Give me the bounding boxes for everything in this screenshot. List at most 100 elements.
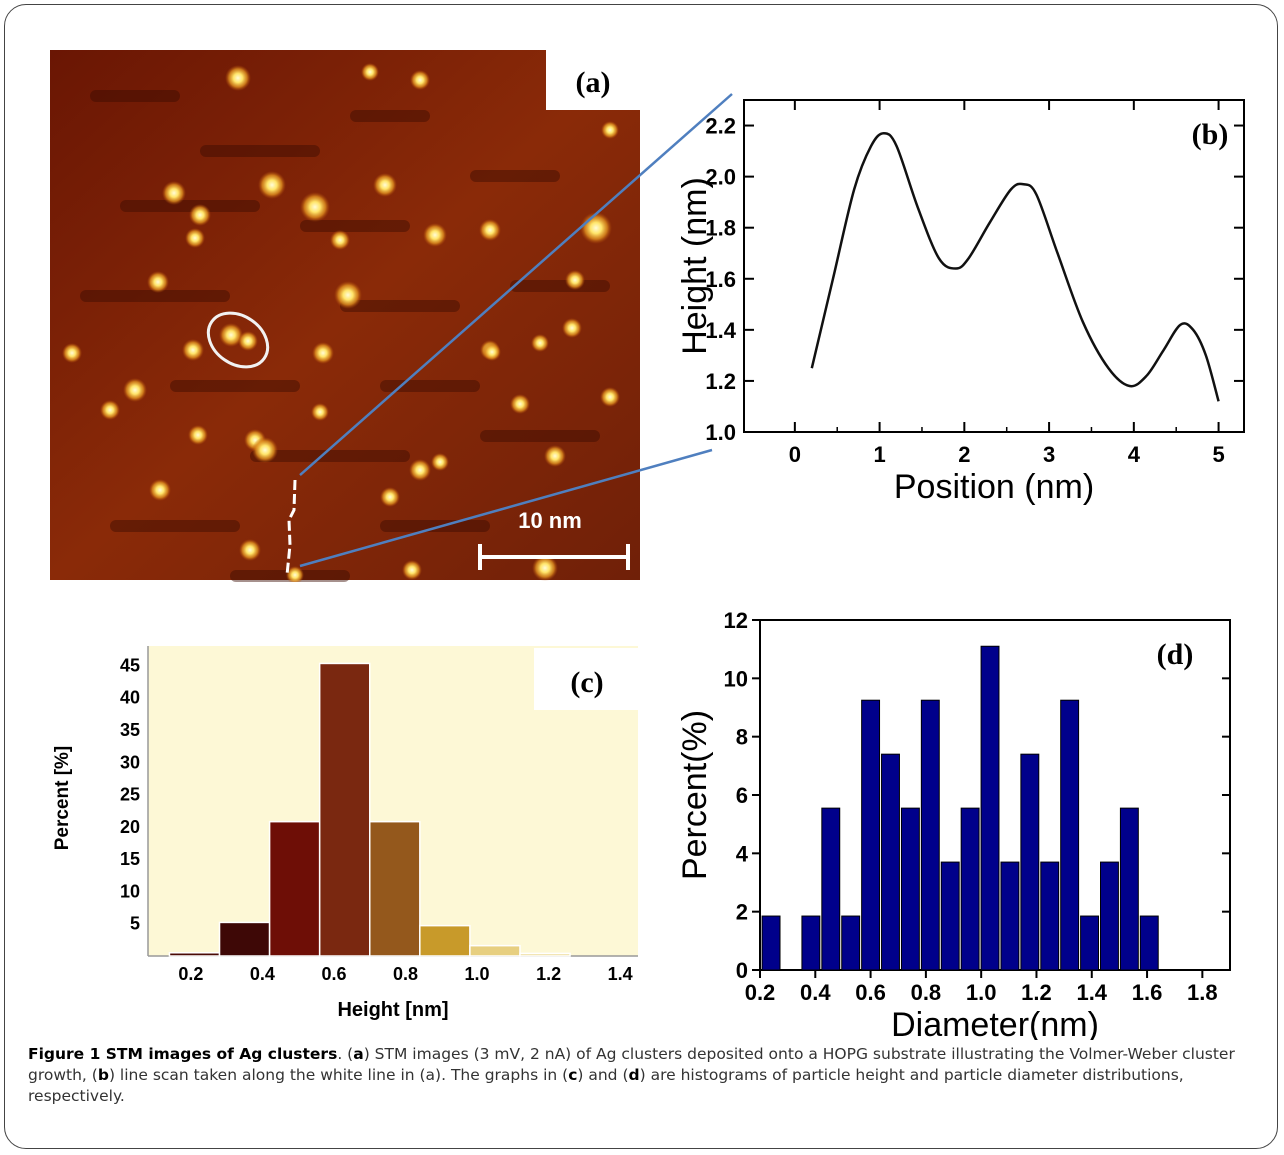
highlight-ellipse: [206, 311, 270, 369]
y-tick-label-c: 30: [120, 752, 140, 772]
figure-frame: [4, 4, 1278, 1149]
histogram-bar-d: [1119, 807, 1139, 971]
x-tick-label-c: 0.2: [178, 964, 203, 984]
plot-frame-b: [743, 99, 1245, 433]
histogram-bar-d: [960, 807, 980, 971]
histogram-bar-d: [861, 699, 881, 971]
histogram-bar-c: [268, 820, 321, 957]
histogram-bar-c: [469, 944, 521, 957]
x-tick-label-d: 1.4: [1076, 980, 1107, 1005]
x-axis-label-b: Position (nm): [894, 468, 1094, 506]
histogram-bar-d: [841, 915, 861, 971]
panel-label-b: (b): [1192, 118, 1229, 151]
histogram-bar-c: [519, 952, 571, 957]
y-tick-label-d: 2: [736, 900, 748, 925]
histogram-bar-d: [920, 699, 940, 971]
y-tick-label-d: 4: [736, 841, 749, 866]
histogram-bar-d: [1040, 861, 1060, 971]
histogram-bar-d: [801, 915, 821, 971]
histogram-bar-c: [419, 924, 471, 957]
y-tick-label-c: 35: [120, 720, 140, 740]
y-tick-label-c: 45: [120, 655, 140, 675]
line-scan-path: [285, 479, 297, 576]
caption-b: b: [97, 1066, 109, 1084]
histogram-bar-d: [881, 753, 900, 971]
caption-text-c: ) and (: [577, 1066, 629, 1084]
x-tick-label-b: 0: [789, 442, 801, 467]
y-tick-label-d: 12: [724, 608, 748, 633]
x-axis-label-c: Height [nm]: [337, 999, 448, 1021]
y-tick-label-b: 2.2: [705, 114, 736, 139]
caption-a: a: [353, 1045, 364, 1063]
x-tick-label-b: 5: [1212, 442, 1224, 467]
label-box-c: [534, 648, 638, 710]
y-tick-label-d: 8: [736, 725, 748, 750]
x-tick-label-b: 1: [873, 442, 885, 467]
x-tick-label-d: 0.2: [745, 980, 776, 1005]
x-tick-label-d: 1.6: [1132, 980, 1163, 1005]
x-tick-label-d: 1.0: [966, 980, 997, 1005]
histogram-bar-d: [821, 807, 841, 971]
y-tick-label-b: 1.8: [705, 216, 736, 241]
x-tick-label-c: 1.0: [465, 964, 490, 984]
caption-title: Figure 1 STM images of Ag clusters: [28, 1045, 338, 1063]
y-tick-label-c: 25: [120, 785, 140, 805]
x-tick-label-c: 0.4: [250, 964, 275, 984]
figure-caption: Figure 1 STM images of Ag clusters. (a) …: [28, 1045, 1235, 1105]
caption-d: d: [628, 1066, 640, 1084]
histogram-bar-d: [940, 861, 960, 971]
caption-text-b: ) line scan taken along the white line i…: [108, 1066, 569, 1084]
x-tick-label-b: 2: [958, 442, 970, 467]
histogram-bar-c: [318, 662, 371, 957]
histogram-bar-d: [761, 915, 781, 971]
histogram-bar-d: [1020, 753, 1040, 971]
panel-label-a: (a): [576, 66, 611, 99]
y-tick-label-b: 1.4: [705, 318, 736, 343]
y-tick-label-b: 1.2: [705, 369, 736, 394]
x-tick-label-b: 3: [1043, 442, 1055, 467]
y-tick-label-b: 1.6: [705, 267, 736, 292]
histogram-bar-d: [980, 645, 1000, 971]
caption-c: c: [568, 1066, 578, 1084]
y-tick-label-c: 40: [120, 688, 140, 708]
x-axis-label-d: Diameter(nm): [891, 1006, 1099, 1040]
panel-label-c: (c): [570, 666, 603, 699]
height-histogram: 5 10 15 20 25 30 35 40 45 0.2 0.4 0.6 0.8 1.0 1.2 1.4 (…: [52, 646, 638, 1021]
x-tick-label-c: 0.8: [393, 964, 418, 984]
histogram-bar-c: [369, 820, 421, 957]
x-tick-label-c: 1.2: [536, 964, 561, 984]
x-tick-label-d: 1.2: [1021, 980, 1052, 1005]
y-axis-label-b: Height (nm): [676, 177, 714, 355]
histogram-bar-c: [168, 952, 221, 957]
y-tick-label-b: 2.0: [705, 165, 736, 190]
y-tick-label-c: 5: [130, 914, 140, 934]
x-tick-label-b: 4: [1128, 442, 1141, 467]
x-tick-label-d: 0.4: [800, 980, 831, 1005]
histogram-bar-d: [1080, 915, 1100, 971]
diameter-histogram: 0.2 0.4 0.6 0.8 1.0 1.2 1.4 1.6 1.8 0 2 4 6 8 10 12 (d)…: [676, 608, 1231, 1040]
caption-text-d: ) are histograms of particle height and …: [28, 1066, 1184, 1105]
histogram-bar-d: [900, 807, 920, 971]
scale-bar-label: 10 nm: [518, 508, 582, 533]
y-tick-label-b: 1.0: [705, 420, 736, 445]
caption-text-a: STM images (3 mV, 2 nA) of Ag clusters d…: [28, 1045, 1235, 1084]
line-scan-chart: 0 1 2 3 4 5 1.0 1.2 1.4 1.6 1.8 2.0 2.2 (b) Position…: [676, 99, 1245, 506]
x-tick-label-c: 1.4: [608, 964, 633, 984]
y-tick-label-d: 0: [736, 958, 748, 983]
y-tick-label-d: 6: [736, 783, 748, 808]
y-tick-label-c: 20: [120, 817, 140, 837]
height-profile-line: [810, 131, 1220, 402]
histogram-bar-d: [1100, 861, 1119, 971]
x-tick-label-d: 0.6: [855, 980, 886, 1005]
histogram-bar-d: [1060, 699, 1080, 971]
y-tick-label-c: 15: [120, 849, 140, 869]
histogram-bar-c: [218, 921, 271, 957]
x-tick-label-c: 0.6: [321, 964, 346, 984]
stm-background: [50, 50, 640, 580]
x-tick-label-d: 0.8: [911, 980, 942, 1005]
y-tick-label-d: 10: [724, 666, 748, 691]
x-tick-label-d: 1.8: [1187, 980, 1218, 1005]
histogram-bar-d: [1000, 861, 1020, 971]
y-axis-label-d: Percent(%): [676, 710, 714, 880]
stm-image-panel: (a) 10 nm: [50, 50, 640, 582]
